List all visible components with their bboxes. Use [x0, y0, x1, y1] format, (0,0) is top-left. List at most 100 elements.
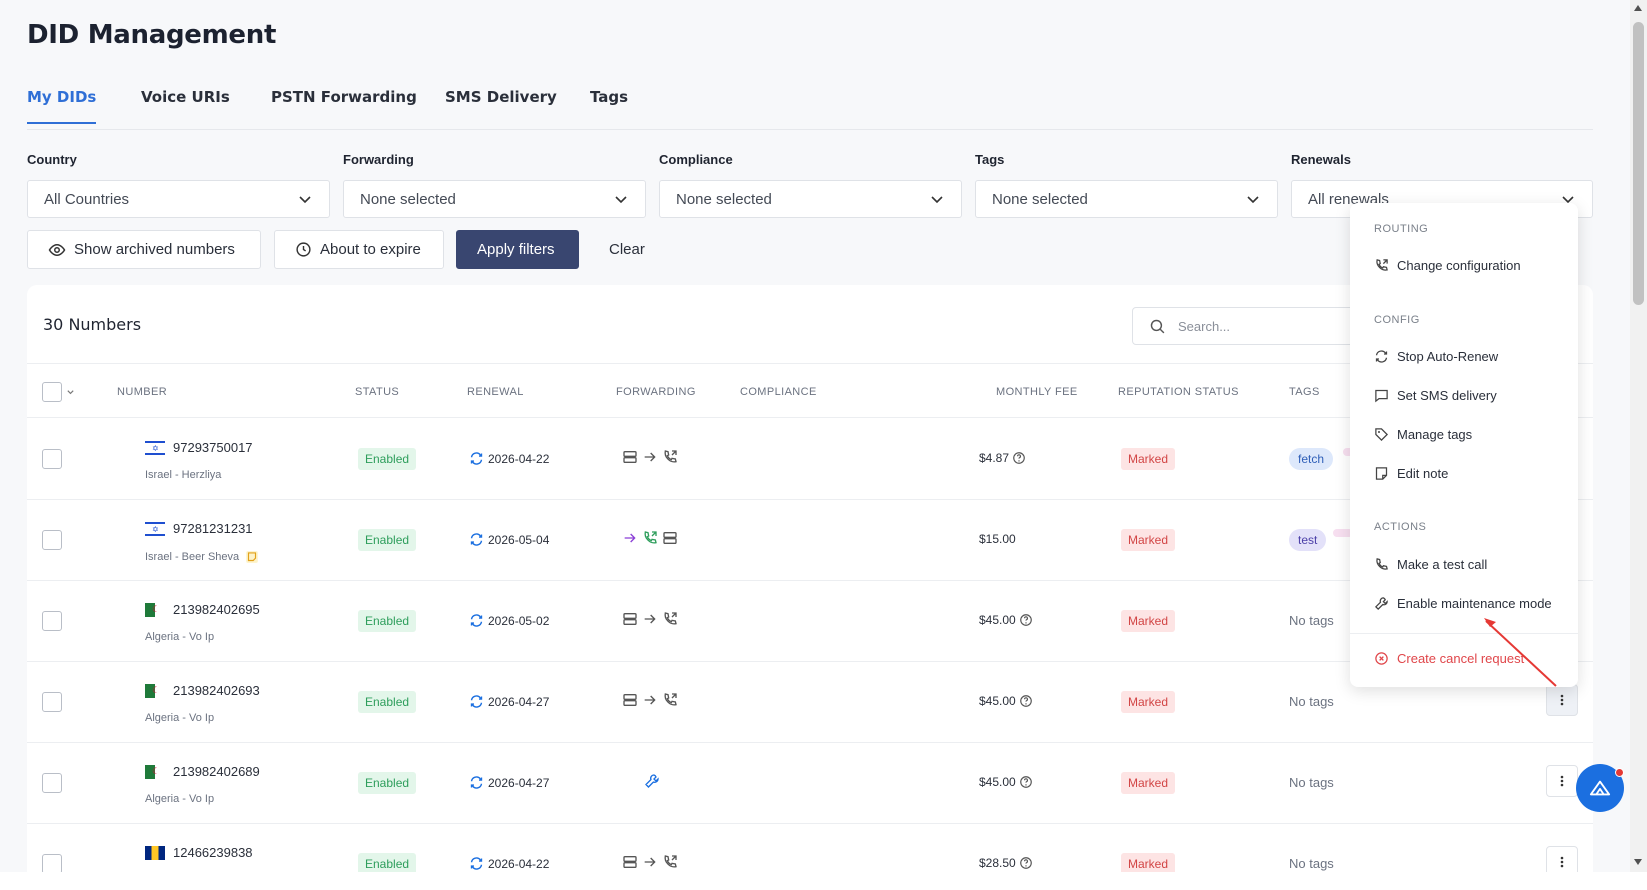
show-archived-button[interactable]: Show archived numbers: [27, 230, 261, 269]
select-all-checkbox[interactable]: [42, 382, 62, 402]
server-icon: [623, 613, 637, 625]
country-select-value: All Countries: [44, 191, 130, 208]
did-number[interactable]: ☾ 213982402693: [145, 683, 260, 698]
did-number[interactable]: 12466239838: [145, 845, 253, 860]
help-circle-icon[interactable]: [1012, 451, 1026, 465]
scroll-up-arrow-icon[interactable]: [1634, 5, 1642, 11]
menu-divider: [1350, 633, 1578, 634]
phone-forward-icon: [1376, 259, 1388, 271]
monthly-fee: $15.00: [979, 532, 1016, 546]
did-number[interactable]: ✡ 97293750017: [145, 440, 253, 455]
table-row[interactable]: ☾ 213982402695 Algeria - Vo Ip Enabled 2…: [27, 581, 1593, 662]
tag-chip[interactable]: test: [1289, 529, 1327, 551]
forwarding-filter-label: Forwarding: [343, 152, 414, 167]
renewal-date-text: 2026-05-02: [488, 613, 550, 628]
tags-filter-label: Tags: [975, 152, 1005, 167]
scrollbar-thumb[interactable]: [1633, 22, 1644, 305]
did-number[interactable]: ☾ 213982402695: [145, 602, 260, 617]
column-header-tags[interactable]: TAGS: [1289, 386, 1320, 398]
row-checkbox[interactable]: [42, 854, 62, 872]
clear-filters-button[interactable]: Clear: [599, 230, 655, 269]
tag-chip-overflow[interactable]: [1333, 529, 1353, 537]
table-row[interactable]: ☾ 213982402693 Algeria - Vo Ip Enabled 2…: [27, 662, 1593, 743]
did-location-text: Algeria - Vo Ip: [145, 793, 215, 805]
column-header-renewal[interactable]: RENEWAL: [467, 386, 524, 398]
column-header-forwarding[interactable]: FORWARDING: [616, 386, 696, 398]
help-circle-icon[interactable]: [1019, 856, 1033, 870]
help-widget-button[interactable]: [1576, 764, 1624, 812]
forwarding-select[interactable]: None selected: [343, 180, 646, 218]
numbers-table-card: 30 Numbers Search... NUMBER STATUS RENEW…: [27, 285, 1593, 872]
table-row[interactable]: ✡ 97281231231 Israel - Beer Sheva Enable…: [27, 500, 1593, 581]
table-row[interactable]: 12466239838 Enabled 2026-04-22 $28.50 Ma…: [27, 824, 1593, 872]
tab-sms-delivery[interactable]: SMS Delivery: [445, 88, 557, 106]
about-to-expire-button[interactable]: About to expire: [274, 230, 444, 269]
note-icon[interactable]: [245, 550, 259, 564]
manage-tags-item[interactable]: Manage tags: [1374, 427, 1472, 442]
monthly-fee-text: $45.00: [979, 694, 1016, 708]
phone-icon: [1376, 558, 1388, 570]
tags-select[interactable]: None selected: [975, 180, 1278, 218]
tab-tags[interactable]: Tags: [590, 88, 629, 106]
renewals-filter-label: Renewals: [1291, 152, 1351, 167]
column-header-reputation[interactable]: REPUTATION STATUS: [1118, 386, 1239, 398]
compliance-filter-label: Compliance: [659, 152, 733, 167]
row-checkbox[interactable]: [42, 530, 62, 550]
server-icon: [623, 856, 637, 868]
row-checkbox[interactable]: [42, 773, 62, 793]
column-header-monthly-fee[interactable]: MONTHLY FEE: [996, 386, 1078, 398]
status-badge: Enabled: [358, 691, 417, 713]
column-header-number[interactable]: NUMBER: [117, 386, 168, 398]
change-configuration-item[interactable]: Change configuration: [1374, 258, 1521, 273]
tag-chip[interactable]: fetch: [1289, 448, 1334, 470]
row-actions-button[interactable]: [1546, 846, 1578, 872]
tab-my-dids[interactable]: My DIDs: [27, 88, 97, 124]
row-checkbox[interactable]: [42, 449, 62, 469]
annotation-arrow-icon: [1484, 618, 1557, 687]
search-input[interactable]: Search...: [1132, 307, 1372, 345]
column-header-status[interactable]: STATUS: [355, 386, 400, 398]
column-header-compliance[interactable]: COMPLIANCE: [740, 386, 817, 398]
search-placeholder: Search...: [1178, 319, 1231, 334]
table-row[interactable]: ✡ 97293750017 Israel - Herzliya Enabled …: [27, 419, 1593, 500]
did-location-text: Israel - Beer Sheva: [145, 551, 240, 563]
row-checkbox[interactable]: [42, 692, 62, 712]
search-icon: [1150, 319, 1165, 334]
make-test-call-item[interactable]: Make a test call: [1374, 557, 1487, 572]
tag-icon: [1375, 428, 1389, 442]
numbers-count: 30 Numbers: [43, 315, 142, 334]
scroll-down-arrow-icon[interactable]: [1634, 859, 1642, 865]
did-location: Algeria - Vo Ip: [145, 712, 214, 724]
edit-note-item[interactable]: Edit note: [1374, 466, 1448, 481]
monthly-fee-text: $4.87: [979, 451, 1010, 465]
create-cancel-request-item[interactable]: Create cancel request: [1374, 651, 1524, 666]
tab-voice-uris[interactable]: Voice URIs: [141, 88, 230, 106]
page-title: DID Management: [27, 20, 277, 50]
monthly-fee-text: $45.00: [979, 775, 1016, 789]
renewal-date: 2026-05-02: [469, 613, 549, 628]
apply-filters-button[interactable]: Apply filters: [456, 230, 579, 269]
stop-auto-renew-item[interactable]: Stop Auto-Renew: [1374, 349, 1498, 364]
reputation-badge: Marked: [1121, 529, 1176, 551]
help-circle-icon[interactable]: [1019, 613, 1033, 627]
stop-auto-renew-label: Stop Auto-Renew: [1397, 349, 1499, 364]
tab-pstn-forwarding[interactable]: PSTN Forwarding: [271, 88, 417, 106]
country-select[interactable]: All Countries: [27, 180, 330, 218]
help-circle-icon[interactable]: [1019, 694, 1033, 708]
table-row[interactable]: ☾ 213982402689 Algeria - Vo Ip Enabled 2…: [27, 743, 1593, 824]
did-number[interactable]: ☾ 213982402689: [145, 764, 260, 779]
row-actions-button[interactable]: [1546, 765, 1578, 797]
did-number-text: 213982402695: [173, 602, 260, 617]
set-sms-delivery-item[interactable]: Set SMS delivery: [1374, 388, 1497, 403]
page-scrollbar[interactable]: [1630, 0, 1647, 872]
help-circle-icon[interactable]: [1019, 775, 1033, 789]
row-checkbox[interactable]: [42, 611, 62, 631]
monthly-fee-text: $15.00: [979, 532, 1016, 546]
did-number[interactable]: ✡ 97281231231: [145, 521, 253, 536]
compliance-select[interactable]: None selected: [659, 180, 962, 218]
reputation-badge: Marked: [1121, 853, 1176, 872]
chevron-down-icon[interactable]: [66, 388, 75, 397]
enable-maintenance-item[interactable]: Enable maintenance mode: [1374, 596, 1552, 611]
renewal-date-text: 2026-04-27: [488, 775, 550, 790]
clear-filters-label: Clear: [609, 241, 645, 258]
